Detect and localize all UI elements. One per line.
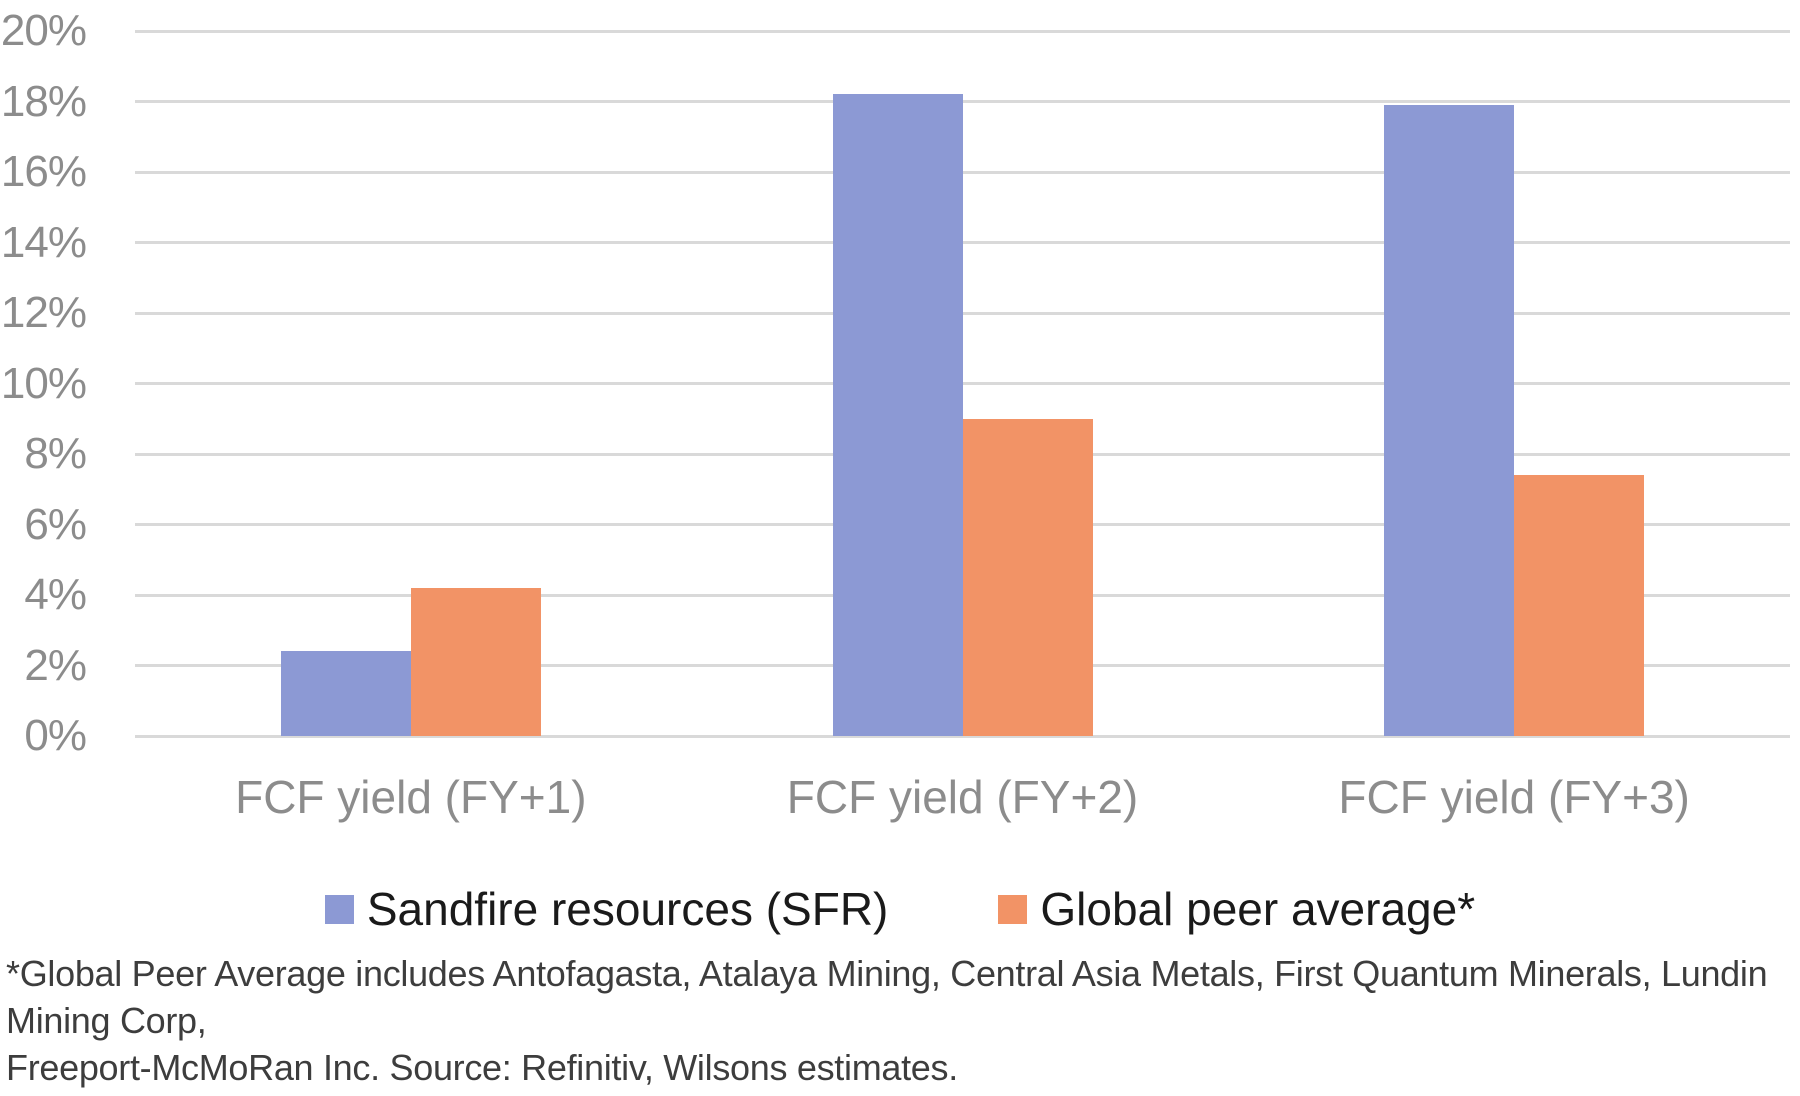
y-tick-label: 16%: [0, 147, 87, 196]
bar: [410, 587, 541, 736]
bar: [1514, 475, 1645, 736]
y-tick-label: 14%: [0, 217, 87, 267]
y-gridline: [135, 734, 1790, 738]
legend-item-sandfire: Sandfire resources (SFR): [324, 882, 889, 936]
y-tick-label: 6%: [24, 499, 87, 549]
footnote-line-2: Freeport-McMoRan Inc. Source: Refinitiv,…: [6, 1047, 958, 1088]
y-gridline: [135, 29, 1790, 33]
y-tick-label: 12%: [0, 288, 87, 337]
y-gridline: [135, 170, 1790, 174]
footnote-line-1: *Global Peer Average includes Antofagast…: [6, 953, 1768, 1041]
legend-swatch-global-peer: [998, 894, 1028, 924]
y-tick-label: 18%: [0, 76, 87, 126]
y-gridline: [135, 382, 1790, 385]
legend-label-sandfire: Sandfire resources (SFR): [366, 883, 889, 935]
bar: [832, 94, 963, 736]
category-label: FCF yield (FY+3): [1338, 771, 1690, 823]
y-tick-label: 10%: [0, 358, 87, 408]
y-gridline: [135, 311, 1790, 315]
y-tick-label: 20%: [0, 6, 87, 55]
y-tick-label: 4%: [24, 570, 87, 619]
chart-footnote: *Global Peer Average includes Antofagast…: [6, 950, 1800, 1091]
y-tick-label: 2%: [24, 640, 87, 690]
chart-legend: Sandfire resources (SFR) Global peer ave…: [0, 882, 1800, 936]
y-tick-label: 0%: [24, 711, 87, 760]
bar: [280, 651, 411, 736]
legend-swatch-sandfire: [324, 894, 354, 924]
category-label: FCF yield (FY+2): [786, 771, 1139, 823]
legend-label-global-peer: Global peer average*: [1040, 883, 1476, 935]
legend-item-global-peer: Global peer average*: [998, 882, 1475, 936]
y-gridline: [135, 100, 1790, 103]
bar: [962, 418, 1093, 736]
bar: [1384, 105, 1515, 736]
y-gridline: [135, 241, 1790, 244]
y-tick-label: 8%: [24, 429, 87, 478]
category-label: FCF yield (FY+1): [235, 771, 587, 823]
